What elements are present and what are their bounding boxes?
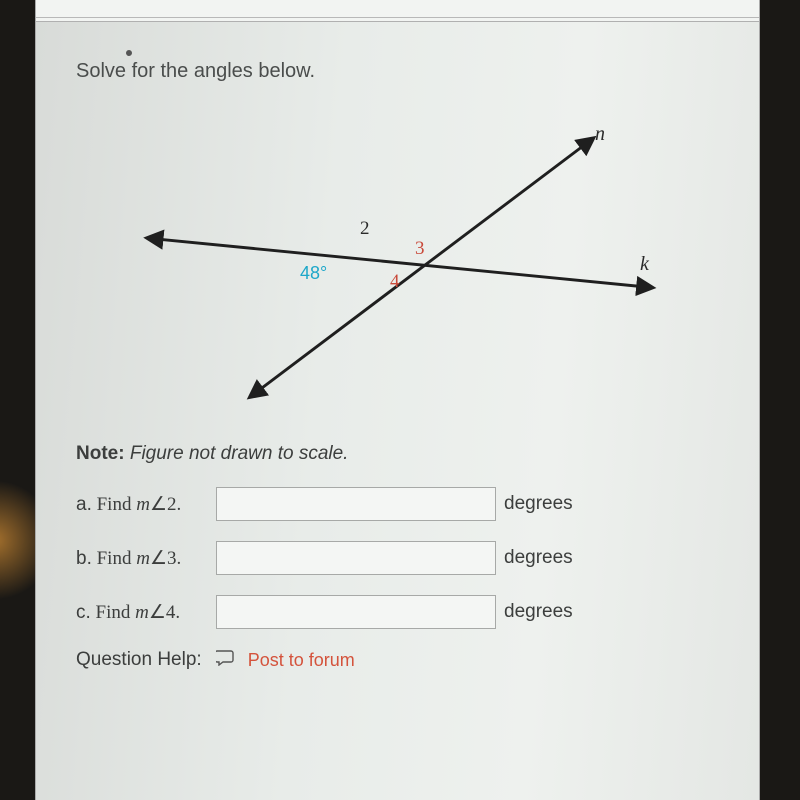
bullet-dot: [126, 50, 132, 56]
question-page: Solve for the angles below. 48° 2 3 4 n …: [35, 0, 760, 800]
answer-row-a: a. Find m∠2. degrees: [76, 487, 714, 521]
answer-label-c: c. Find m∠4.: [76, 601, 216, 624]
post-to-forum-link[interactable]: Post to forum: [248, 650, 355, 671]
angle-4-label: 4: [390, 271, 400, 293]
answer-label-b: b. Find m∠3.: [76, 547, 216, 570]
line-k-label: k: [640, 253, 649, 276]
question-help-row: Question Help: Post to forum: [76, 649, 714, 671]
answer-input-a[interactable]: [216, 487, 496, 521]
angle-figure: 48° 2 3 4 n k: [115, 113, 675, 403]
answer-row-b: b. Find m∠3. degrees: [76, 541, 714, 575]
figure-note: Note: Figure not drawn to scale.: [76, 443, 714, 465]
answer-label-a: a. Find m∠2.: [76, 493, 216, 516]
question-prompt: Solve for the angles below.: [76, 60, 714, 83]
angle-2-label: 2: [360, 218, 370, 240]
answer-input-b[interactable]: [216, 541, 496, 575]
note-label: Note:: [76, 443, 125, 464]
unit-a: degrees: [504, 493, 573, 515]
angle-3-label: 3: [415, 238, 425, 260]
line-n-label: n: [595, 123, 605, 146]
answer-row-c: c. Find m∠4. degrees: [76, 595, 714, 629]
help-label: Question Help:: [76, 649, 202, 671]
chat-icon: [216, 650, 234, 671]
figure-svg: [115, 113, 675, 403]
unit-b: degrees: [504, 547, 573, 569]
given-angle-label: 48°: [300, 263, 327, 284]
content-area: Solve for the angles below. 48° 2 3 4 n …: [36, 20, 759, 671]
top-toolbar-edge: [36, 0, 759, 22]
answer-input-c[interactable]: [216, 595, 496, 629]
note-text: Figure not drawn to scale.: [130, 443, 349, 464]
unit-c: degrees: [504, 601, 573, 623]
